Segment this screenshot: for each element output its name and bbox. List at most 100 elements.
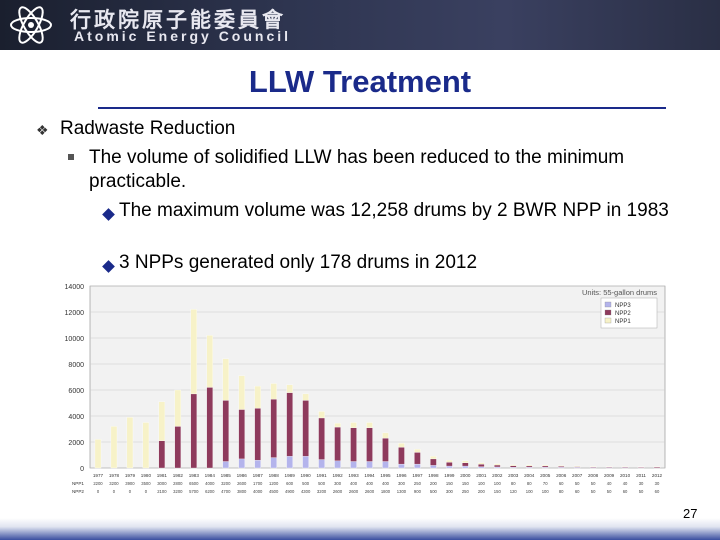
- bullet-2012-volume: 3 NPPs generated only 178 drums in 2012: [119, 252, 478, 273]
- x-tick-label: 1984: [205, 473, 216, 478]
- x-tick-label: 1980: [141, 473, 152, 478]
- bar-npp2: [510, 465, 517, 468]
- bar-npp3: [382, 461, 389, 469]
- table-cell-value: 60: [575, 489, 580, 494]
- table-cell-value: 700: [238, 497, 246, 498]
- bar-npp3: [334, 460, 341, 469]
- x-tick-label: 2010: [620, 473, 631, 478]
- bar-npp3: [494, 466, 501, 469]
- bar-npp2: [174, 426, 182, 469]
- table-cell-value: 200: [430, 497, 438, 498]
- org-name-chinese: 行政院原子能委員會: [70, 8, 286, 32]
- x-tick-label: 2007: [572, 473, 583, 478]
- x-tick-label: 2004: [524, 473, 535, 478]
- bar-npp2: [478, 463, 485, 467]
- x-tick-label: 1983: [189, 473, 200, 478]
- atom-logo-icon: [10, 6, 52, 44]
- table-cell-value: 250: [414, 481, 422, 486]
- table-cell-value: 150: [462, 481, 470, 486]
- table-cell-value: 400: [350, 481, 358, 486]
- table-cell-value: 80: [559, 489, 564, 494]
- bar-npp1: [158, 401, 166, 441]
- table-cell-value: 2100: [157, 489, 167, 494]
- bar-npp2: [302, 400, 309, 457]
- legend-label: NPP2: [615, 311, 631, 317]
- table-cell-value: 200: [430, 481, 438, 486]
- table-cell-value: 200: [478, 489, 486, 494]
- table-cell-value: 500: [222, 497, 230, 498]
- x-tick-label: 1997: [412, 473, 423, 478]
- bar-npp3: [238, 458, 245, 469]
- x-tick-label: 2008: [588, 473, 599, 478]
- bar-npp3: [350, 461, 357, 469]
- table-cell-value: 60: [655, 489, 660, 494]
- table-cell-value: 2200: [93, 481, 103, 486]
- bar-npp2: [254, 408, 261, 461]
- x-tick-label: 1989: [285, 473, 296, 478]
- table-cell-value: 60: [511, 497, 516, 498]
- table-cell-value: 300: [398, 497, 406, 498]
- bar-npp1: [542, 464, 549, 467]
- bullet-solidified-volume: The volume of solidified LLW has been re…: [89, 147, 625, 192]
- table-cell-value: 900: [286, 497, 294, 498]
- table-cell-value: 500: [430, 489, 438, 494]
- bullet-maximum-volume: The maximum volume was 12,258 drums by 2…: [119, 200, 669, 221]
- bar-npp1: [174, 389, 182, 427]
- bar-npp3: [222, 461, 229, 469]
- x-tick-label: 1991: [316, 473, 327, 478]
- x-tick-label: 1996: [396, 473, 407, 478]
- bar-npp3: [462, 465, 469, 469]
- page-number: 27: [683, 506, 698, 521]
- diamond-bullet-icon: ❖: [36, 122, 49, 138]
- table-cell-value: 0: [145, 497, 148, 498]
- y-tick-label: 12000: [65, 310, 85, 317]
- bar-npp2: [557, 466, 565, 468]
- bar-npp3: [318, 459, 325, 469]
- table-row-label: NPP1: [72, 481, 84, 486]
- y-tick-label: 4000: [68, 414, 84, 421]
- table-cell-value: 1300: [397, 489, 407, 494]
- title-underline: [98, 107, 666, 109]
- bar-npp2: [542, 465, 549, 468]
- table-cell-value: 60: [527, 497, 532, 498]
- x-tick-label: 2003: [508, 473, 519, 478]
- table-cell-value: 60: [559, 481, 564, 486]
- bar-npp1: [557, 465, 565, 467]
- table-cell-value: 0: [97, 489, 100, 494]
- x-tick-label: 1998: [428, 473, 439, 478]
- table-cell-value: 0: [97, 497, 100, 498]
- y-tick-label: 10000: [65, 336, 85, 343]
- bar-npp1: [510, 464, 517, 466]
- table-cell-value: 80: [527, 481, 532, 486]
- bar-npp1: [238, 375, 245, 410]
- bar-npp1: [414, 448, 421, 453]
- bar-npp1: [270, 383, 277, 400]
- table-cell-value: 3200: [317, 489, 327, 494]
- bar-npp2: [366, 427, 373, 462]
- bar-npp1: [206, 335, 213, 388]
- bar-npp2: [206, 387, 213, 469]
- table-cell-value: 100: [478, 481, 486, 486]
- table-cell-value: 50: [575, 481, 580, 486]
- bar-npp1: [350, 422, 357, 428]
- x-tick-label: 1999: [444, 473, 455, 478]
- bar-npp3: [478, 466, 485, 469]
- table-cell-value: 150: [462, 497, 470, 498]
- bar-npp2: [414, 452, 421, 465]
- table-cell-value: 1200: [269, 481, 279, 486]
- x-tick-label: 1990: [301, 473, 312, 478]
- bar-npp1: [222, 358, 229, 401]
- table-cell-value: 3000: [157, 481, 167, 486]
- bar-npp3: [302, 456, 309, 469]
- table-cell-value: 120: [510, 489, 518, 494]
- table-cell-value: 0: [113, 497, 116, 498]
- table-cell-value: 300: [398, 481, 406, 486]
- table-row-label: NPP3: [72, 497, 84, 498]
- bar-npp2: [382, 437, 389, 462]
- table-row-label: NPP2: [72, 489, 84, 494]
- table-cell-value: 900: [414, 489, 422, 494]
- bar-npp1: [589, 466, 597, 467]
- bar-npp1: [621, 466, 629, 467]
- x-tick-label: 1985: [221, 473, 232, 478]
- table-cell-value: 6500: [189, 481, 199, 486]
